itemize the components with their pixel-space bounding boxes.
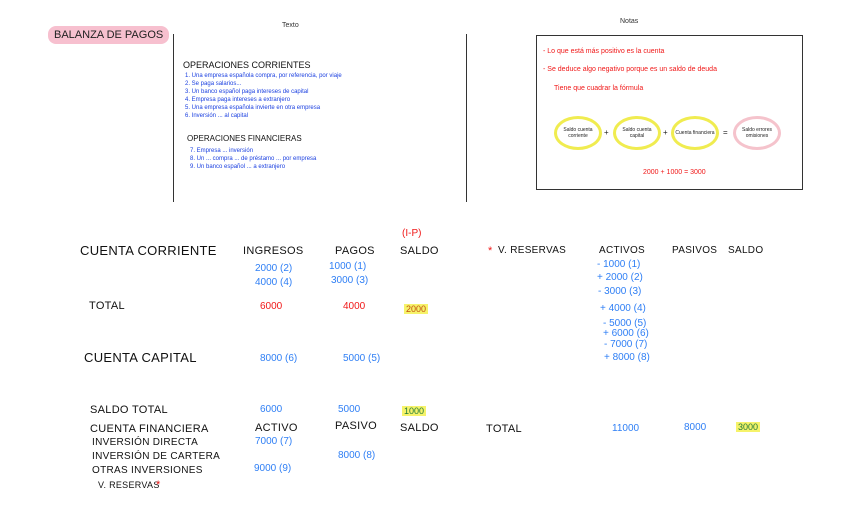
pago-value: 3000 (3) xyxy=(331,275,369,286)
oval-cuenta-financiera: Cuenta financiera xyxy=(671,116,719,150)
row-pasivo: 8000 (8) xyxy=(338,450,376,461)
header-saldo-financiera: Saldo xyxy=(400,422,439,434)
row-label: Inversión de cartera xyxy=(92,451,221,462)
oval-saldo-cuenta-corriente: Saldo cuenta corriente xyxy=(554,116,602,150)
equals-operator: = xyxy=(723,128,728,137)
header-pasivos: Pasivos xyxy=(672,245,718,256)
right-panel-title: Notas xyxy=(620,18,639,25)
total-pagos: 4000 xyxy=(343,301,366,312)
capital-pagos: 5000 (5) xyxy=(343,353,381,364)
cuenta-corriente-label: Cuenta corriente xyxy=(80,243,217,258)
reservas-total-pasivos: 8000 xyxy=(684,422,707,433)
cuenta-financiera-label: Cuenta financiera xyxy=(90,423,209,435)
list-item: 1. Una empresa española compra, por refe… xyxy=(185,73,342,79)
heading-operaciones-corrientes: Operaciones corrientes xyxy=(183,60,311,70)
saldo-total-saldo: 1000 xyxy=(402,406,427,416)
list-item: 5. Una empresa española invierte en otra… xyxy=(185,105,321,111)
header-pagos: Pagos xyxy=(335,245,375,257)
asterisk-mark: * xyxy=(488,245,493,257)
left-panel-title: Texto xyxy=(282,22,299,29)
heading-operaciones-financieras: Operaciones financieras xyxy=(187,134,302,143)
activo-value: - 3000 (3) xyxy=(598,286,642,297)
note-line: - Lo que está más positivo es la cuenta xyxy=(543,48,665,55)
list-item: 6. Inversión ... al capital xyxy=(185,113,249,119)
activo-value: + 8000 (8) xyxy=(604,352,650,363)
row-label: V. reservas xyxy=(98,480,160,490)
header-saldo-reservas: Saldo xyxy=(728,245,764,256)
row-label: Inversión directa xyxy=(92,437,199,448)
ingreso-value: 2000 (2) xyxy=(255,263,293,274)
total-saldo: 2000 xyxy=(404,304,429,314)
equation: 2000 + 1000 = 3000 xyxy=(643,169,706,176)
page-title: Balanza de pagos xyxy=(48,26,170,44)
note-line: - Se deduce algo negativo porque es un s… xyxy=(543,66,717,73)
list-item: 9. Un banco español ... a extranjero xyxy=(190,164,286,170)
list-item: 7. Empresa ... inversión xyxy=(190,148,254,154)
activo-value: - 5000 (5) xyxy=(603,318,647,329)
list-item: 8. Un ... compra ... de préstamo ... por… xyxy=(190,156,317,162)
reservas-total-activos: 11000 xyxy=(612,423,640,434)
cuenta-capital-label: Cuenta capital xyxy=(84,350,197,365)
row-activo: 7000 (7) xyxy=(255,436,293,447)
list-item: 2. Se paga salarios... xyxy=(185,81,242,87)
oval-saldo-errores: Saldo errores omisiones xyxy=(733,116,781,150)
header-activos: Activos xyxy=(599,245,645,256)
capital-ingresos: 8000 (6) xyxy=(260,353,298,364)
row-activo: 9000 (9) xyxy=(254,463,292,474)
activo-value: + 4000 (4) xyxy=(600,303,646,314)
left-notes-panel xyxy=(173,34,467,202)
header-pasivo: Pasivo xyxy=(335,420,377,432)
list-item: 4. Empresa paga intereses a extranjero xyxy=(185,97,291,103)
total-ingresos: 6000 xyxy=(260,301,283,312)
activo-value: + 2000 (2) xyxy=(597,272,643,283)
activo-value: - 1000 (1) xyxy=(597,259,641,270)
activo-value: + 6000 (6) xyxy=(603,328,649,339)
plus-operator: + xyxy=(604,128,609,137)
reservas-total-saldo: 3000 xyxy=(736,422,761,432)
row-label: Otras inversiones xyxy=(92,465,203,476)
list-item: 3. Un banco español paga intereses de ca… xyxy=(185,89,309,95)
saldo-note: (I-P) xyxy=(402,228,422,239)
oval-saldo-cuenta-capital: Saldo cuenta capital xyxy=(613,116,661,150)
ingreso-value: 4000 (4) xyxy=(255,277,293,288)
header-activo: Activo xyxy=(255,422,298,434)
saldo-total-pagos: 5000 xyxy=(338,404,361,415)
asterisk-mark: * xyxy=(156,479,161,491)
header-saldo: Saldo xyxy=(400,245,439,257)
activo-value: - 7000 (7) xyxy=(604,339,648,350)
plus-operator: + xyxy=(663,128,668,137)
note-line: Tiene que cuadrar la fórmula xyxy=(554,85,644,92)
reservas-label: V. reservas xyxy=(498,245,567,256)
saldo-total-ingresos: 6000 xyxy=(260,404,283,415)
right-notes-panel xyxy=(536,35,803,190)
header-ingresos: Ingresos xyxy=(243,245,304,257)
saldo-total-label: Saldo total xyxy=(90,404,168,416)
reservas-total-label: Total xyxy=(486,423,522,435)
pago-value: 1000 (1) xyxy=(329,261,367,272)
total-label: Total xyxy=(89,300,125,312)
